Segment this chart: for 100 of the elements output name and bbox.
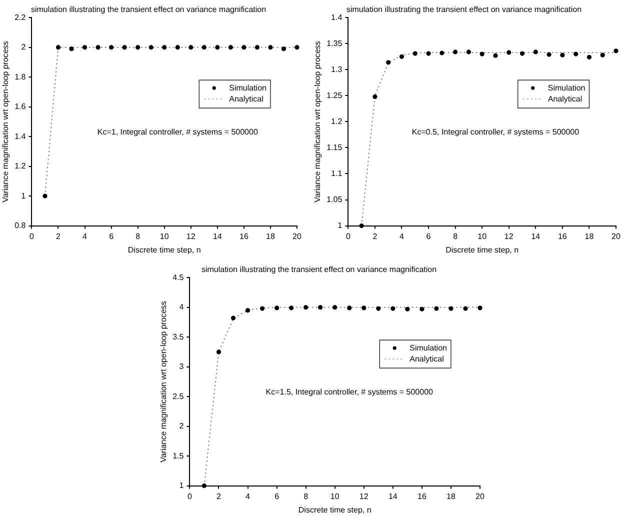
point bbox=[440, 50, 444, 56]
x-tick-label: 14 bbox=[212, 232, 222, 241]
point bbox=[254, 45, 260, 50]
point bbox=[426, 51, 431, 56]
x-tick-label: 20 bbox=[292, 232, 302, 241]
y-tick-label: 1 bbox=[21, 191, 26, 200]
y-tick-label: 4 bbox=[179, 302, 184, 312]
x-tick-label: 0 bbox=[187, 492, 192, 501]
y-axis-title: Variance magnification wrt open-loop process bbox=[159, 301, 168, 462]
y-tick-label: 1.2 bbox=[14, 162, 26, 171]
y-axis-title: Variance magnification wrt open-loop process bbox=[313, 41, 322, 202]
point bbox=[453, 50, 458, 54]
point bbox=[412, 51, 418, 56]
y-tick-label: 1.05 bbox=[326, 194, 343, 204]
y-tick-label: 2 bbox=[21, 42, 26, 52]
x-tick-label: 8 bbox=[304, 492, 309, 501]
point bbox=[506, 50, 512, 55]
point bbox=[586, 54, 592, 60]
legend-label: Simulation bbox=[548, 83, 586, 92]
x-tick-label: 12 bbox=[504, 232, 514, 241]
point bbox=[228, 45, 233, 50]
point bbox=[520, 51, 525, 56]
point bbox=[463, 306, 468, 311]
x-tick-label: 12 bbox=[359, 492, 369, 501]
y-tick-label: 1.35 bbox=[326, 38, 343, 48]
legend-label: Analytical bbox=[229, 94, 264, 104]
point bbox=[109, 45, 114, 50]
point bbox=[466, 50, 471, 54]
point bbox=[56, 45, 61, 50]
point bbox=[560, 52, 565, 58]
x-tick-label: 10 bbox=[330, 492, 340, 501]
y-tick-label: 2 bbox=[179, 422, 184, 431]
point bbox=[274, 306, 280, 310]
point bbox=[202, 484, 207, 488]
y-tick-label: 1.4 bbox=[331, 12, 343, 22]
point bbox=[546, 52, 552, 57]
point bbox=[175, 45, 180, 50]
x-tick-label: 18 bbox=[266, 232, 276, 241]
y-axis-title: Variance magnification wrt open-loop process bbox=[1, 41, 10, 202]
point bbox=[372, 94, 378, 100]
y-tick-label: 0.8 bbox=[14, 221, 26, 230]
y-tick-label: 1.4 bbox=[14, 132, 26, 141]
point bbox=[42, 194, 48, 198]
point bbox=[82, 45, 88, 50]
y-tick-label: 1.3 bbox=[331, 64, 343, 74]
chart-title: simulation illustrating the transient effect on variance magnification bbox=[346, 5, 582, 14]
y-tick-label: 1 bbox=[338, 221, 343, 230]
x-tick-label: 18 bbox=[584, 232, 594, 241]
point bbox=[148, 45, 154, 50]
x-tick-label: 18 bbox=[446, 492, 456, 501]
y-tick-label: 1.25 bbox=[326, 90, 343, 100]
point bbox=[318, 305, 323, 310]
point bbox=[614, 48, 618, 54]
point bbox=[136, 45, 140, 50]
point bbox=[493, 53, 498, 58]
point bbox=[376, 306, 381, 311]
x-tick-label: 10 bbox=[160, 232, 170, 241]
point bbox=[281, 46, 286, 52]
y-tick-label: 2.5 bbox=[172, 392, 184, 401]
legend-label: Simulation bbox=[229, 83, 266, 92]
point bbox=[574, 52, 578, 56]
y-tick-label: 3.5 bbox=[172, 332, 184, 342]
x-tick-label: 20 bbox=[476, 492, 485, 501]
point bbox=[268, 45, 273, 50]
point bbox=[69, 46, 74, 52]
point bbox=[216, 350, 222, 354]
point bbox=[304, 305, 308, 310]
point bbox=[294, 45, 300, 50]
x-tick-label: 6 bbox=[109, 232, 114, 241]
point bbox=[448, 306, 454, 311]
point bbox=[362, 306, 366, 310]
x-tick-label: 14 bbox=[531, 232, 541, 241]
y-tick-label: 1.8 bbox=[14, 72, 26, 82]
x-tick-label: 6 bbox=[426, 232, 432, 241]
x-tick-label: 10 bbox=[478, 232, 488, 241]
x-tick-label: 6 bbox=[274, 492, 280, 501]
y-tick-label: 1.1 bbox=[331, 168, 343, 178]
x-tick-label: 4 bbox=[400, 232, 405, 241]
point bbox=[215, 45, 220, 50]
x-tick-label: 16 bbox=[417, 492, 427, 501]
point bbox=[478, 306, 482, 310]
y-tick-label: 1.5 bbox=[172, 451, 184, 460]
x-tick-label: 8 bbox=[453, 232, 458, 241]
x-tick-label: 16 bbox=[558, 232, 568, 241]
legend-label: Analytical bbox=[410, 354, 444, 364]
x-axis-title: Discrete time step, n bbox=[128, 245, 201, 254]
point bbox=[399, 54, 404, 59]
point bbox=[260, 306, 265, 311]
point bbox=[480, 52, 484, 56]
legend-label: Simulation bbox=[410, 343, 447, 352]
point bbox=[202, 45, 206, 50]
x-axis-title: Discrete time step, n bbox=[298, 505, 372, 514]
y-tick-label: 1.6 bbox=[14, 102, 26, 112]
point bbox=[390, 306, 396, 311]
annotation: Kc=1, Integral controller, # systems = 500000 bbox=[97, 127, 258, 136]
y-tick-label: 1.2 bbox=[331, 116, 343, 126]
point bbox=[533, 50, 538, 54]
point bbox=[188, 45, 194, 50]
x-axis-title: Discrete time step, n bbox=[446, 245, 519, 254]
point bbox=[96, 45, 100, 50]
